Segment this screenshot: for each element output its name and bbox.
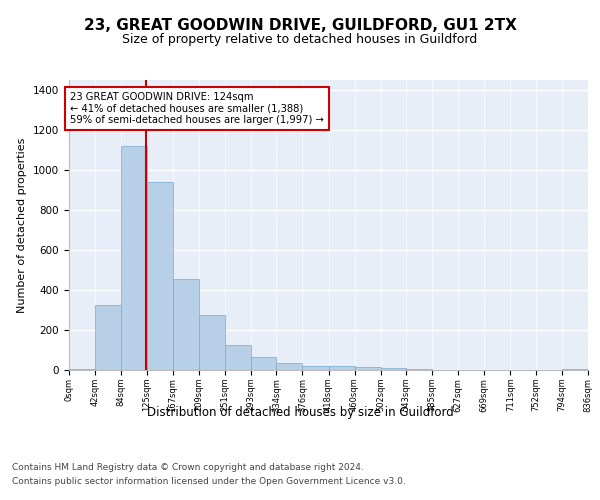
Bar [355, 367, 380, 370]
Y-axis label: Number of detached properties: Number of detached properties [17, 138, 28, 312]
Bar [329, 366, 355, 370]
Text: 23, GREAT GOODWIN DRIVE, GUILDFORD, GU1 2TX: 23, GREAT GOODWIN DRIVE, GUILDFORD, GU1 … [83, 18, 517, 32]
Text: 23 GREAT GOODWIN DRIVE: 124sqm
← 41% of detached houses are smaller (1,388)
59% : 23 GREAT GOODWIN DRIVE: 124sqm ← 41% of … [70, 92, 324, 125]
Bar [302, 366, 329, 370]
Bar [225, 345, 251, 370]
Bar [380, 368, 406, 370]
Bar [121, 146, 146, 370]
Bar [277, 363, 302, 370]
Bar [562, 369, 588, 370]
Text: Contains public sector information licensed under the Open Government Licence v3: Contains public sector information licen… [12, 476, 406, 486]
Bar [251, 357, 277, 370]
Bar [95, 305, 121, 370]
Bar [173, 279, 199, 370]
Text: Distribution of detached houses by size in Guildford: Distribution of detached houses by size … [146, 406, 454, 419]
Text: Size of property relative to detached houses in Guildford: Size of property relative to detached ho… [122, 32, 478, 46]
Bar [199, 315, 225, 370]
Bar [69, 369, 95, 370]
Bar [146, 182, 173, 370]
Text: Contains HM Land Registry data © Crown copyright and database right 2024.: Contains HM Land Registry data © Crown c… [12, 463, 364, 472]
